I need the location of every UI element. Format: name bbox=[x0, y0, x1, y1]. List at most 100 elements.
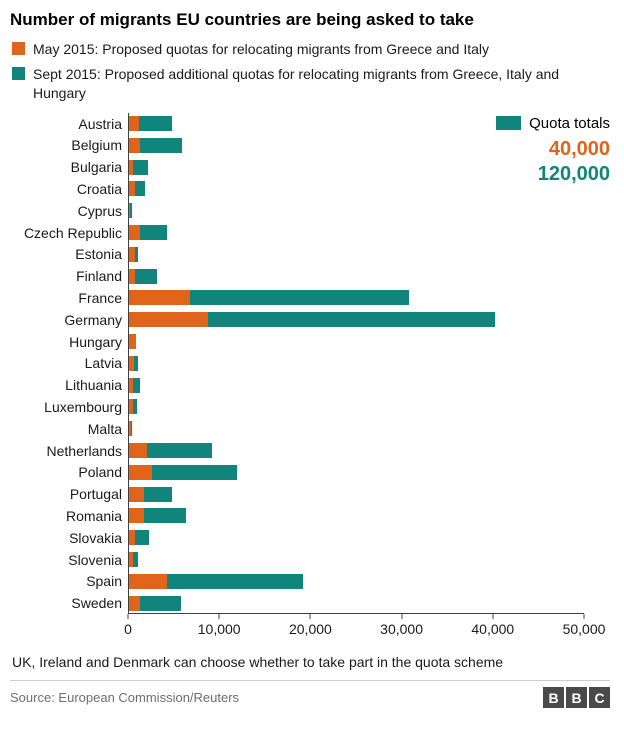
chart-row: Poland bbox=[10, 461, 610, 483]
bar-segment-may-2015 bbox=[128, 246, 135, 262]
chart-row: Finland bbox=[10, 265, 610, 287]
bar-area bbox=[128, 573, 584, 589]
bar-segment-sept-2015 bbox=[134, 246, 139, 262]
x-axis: 0 10,000 20,000 30,000 40,000 50,000 bbox=[124, 614, 605, 640]
bar-segment-may-2015 bbox=[128, 486, 144, 502]
quota-marker-icon bbox=[496, 116, 522, 131]
sept-swatch-icon bbox=[12, 66, 25, 80]
bbc-logo: B B C bbox=[543, 687, 610, 708]
bar-segment-may-2015 bbox=[128, 137, 141, 153]
bar-area bbox=[128, 268, 584, 284]
chart-rows: Austria Belgium Bulgaria Croatia Cyprus Czech… bbox=[10, 112, 610, 614]
bar-segment-may-2015 bbox=[128, 421, 131, 437]
bar-area bbox=[128, 508, 584, 524]
chart-row: Portugal bbox=[10, 483, 610, 505]
quota-total-may: 40,000 bbox=[548, 137, 610, 160]
chart-row: Austria bbox=[10, 113, 610, 135]
bar-segment-may-2015 bbox=[128, 334, 136, 350]
chart-row: Romania bbox=[10, 505, 610, 527]
country-label: Hungary bbox=[69, 333, 122, 350]
chart-row: Belgium bbox=[10, 134, 610, 156]
bar-segment-sept-2015 bbox=[134, 181, 145, 197]
bar-area bbox=[128, 137, 584, 153]
x-tick-mark bbox=[127, 614, 129, 619]
x-tick-label: 30,000 bbox=[380, 621, 424, 637]
bar-segment-may-2015 bbox=[128, 377, 133, 393]
chart-row: Latvia bbox=[10, 352, 610, 374]
bar-area bbox=[128, 312, 584, 328]
country-label: Sweden bbox=[71, 595, 122, 612]
country-label: Slovakia bbox=[69, 529, 122, 546]
bar-segment-sept-2015 bbox=[129, 203, 133, 219]
may-swatch-icon bbox=[12, 42, 25, 55]
country-label: Bulgaria bbox=[70, 159, 122, 176]
bbc-logo-block-1: B bbox=[543, 687, 564, 708]
bar-segment-sept-2015 bbox=[140, 225, 168, 241]
bar-segment-may-2015 bbox=[128, 443, 147, 459]
bar-segment-may-2015 bbox=[128, 355, 134, 371]
bar-area bbox=[128, 159, 584, 175]
country-label: Lithuania bbox=[65, 377, 122, 394]
country-label: Poland bbox=[78, 464, 122, 481]
bar-segment-sept-2015 bbox=[140, 595, 182, 611]
bar-area bbox=[128, 246, 584, 262]
bar-segment-sept-2015 bbox=[139, 116, 173, 132]
bar-segment-may-2015 bbox=[128, 595, 141, 611]
bar-segment-sept-2015 bbox=[135, 268, 158, 284]
source-text: Source: European Commission/Reuters bbox=[10, 690, 240, 705]
bar-segment-sept-2015 bbox=[207, 312, 495, 328]
x-tick-mark bbox=[401, 614, 403, 619]
bar-area bbox=[128, 595, 584, 611]
country-label: Latvia bbox=[84, 355, 122, 372]
divider bbox=[10, 680, 610, 681]
x-tick-label: 0 bbox=[124, 621, 132, 637]
chart-row: Lithuania bbox=[10, 374, 610, 396]
bbc-logo-block-3: C bbox=[589, 687, 610, 708]
chart-row: Slovakia bbox=[10, 527, 610, 549]
chart-row: Spain bbox=[10, 570, 610, 592]
chart-page: Number of migrants EU countries are bein… bbox=[10, 10, 610, 708]
bar-segment-may-2015 bbox=[128, 181, 135, 197]
quota-total-sept: 120,000 bbox=[537, 162, 610, 185]
bar-segment-sept-2015 bbox=[133, 355, 139, 371]
bar-segment-sept-2015 bbox=[143, 486, 172, 502]
legend-label-sept: Sept 2015: Proposed additional quotas fo… bbox=[33, 65, 560, 101]
bar-area bbox=[128, 552, 584, 567]
x-tick-label: 20,000 bbox=[288, 621, 332, 637]
bar-area bbox=[128, 421, 584, 437]
bar-area bbox=[128, 355, 584, 371]
chart-title: Number of migrants EU countries are bein… bbox=[10, 10, 474, 29]
x-tick-mark bbox=[309, 614, 311, 619]
bar-area bbox=[128, 290, 584, 306]
country-label: Slovenia bbox=[68, 551, 122, 568]
footnote: UK, Ireland and Denmark can choose wheth… bbox=[12, 654, 504, 670]
bar-segment-may-2015 bbox=[128, 508, 144, 524]
country-label: Czech Republic bbox=[23, 224, 122, 241]
bar-segment-sept-2015 bbox=[135, 530, 149, 546]
bar-area bbox=[128, 464, 584, 480]
x-tick-label: 50,000 bbox=[562, 621, 606, 637]
bar-segment-may-2015 bbox=[128, 312, 208, 328]
bar-segment-may-2015 bbox=[128, 268, 136, 284]
bar-segment-sept-2015 bbox=[152, 464, 237, 480]
bar-area bbox=[128, 399, 584, 415]
bar-segment-sept-2015 bbox=[133, 159, 148, 175]
chart-row: Germany bbox=[10, 309, 610, 331]
country-label: Croatia bbox=[76, 180, 122, 197]
chart-row: Czech Republic bbox=[10, 222, 610, 244]
bar-segment-may-2015 bbox=[128, 399, 134, 415]
bar-segment-sept-2015 bbox=[130, 421, 132, 437]
country-label: Romania bbox=[65, 507, 122, 524]
source-row: Source: European Commission/Reuters B B … bbox=[10, 687, 610, 708]
bar-segment-sept-2015 bbox=[143, 508, 186, 524]
bar-area bbox=[128, 181, 584, 197]
chart-row: Slovenia bbox=[10, 549, 610, 571]
bar-segment-sept-2015 bbox=[167, 573, 304, 589]
bar-area bbox=[128, 203, 584, 219]
x-tick-mark bbox=[218, 614, 220, 619]
country-label: Malta bbox=[87, 420, 122, 437]
country-label: Germany bbox=[64, 311, 122, 328]
chart-area: Austria Belgium Bulgaria Croatia Cyprus Czech… bbox=[10, 112, 610, 640]
legend-item-may: May 2015: Proposed quotas for relocating… bbox=[10, 40, 610, 59]
chart-row: Bulgaria bbox=[10, 156, 610, 178]
